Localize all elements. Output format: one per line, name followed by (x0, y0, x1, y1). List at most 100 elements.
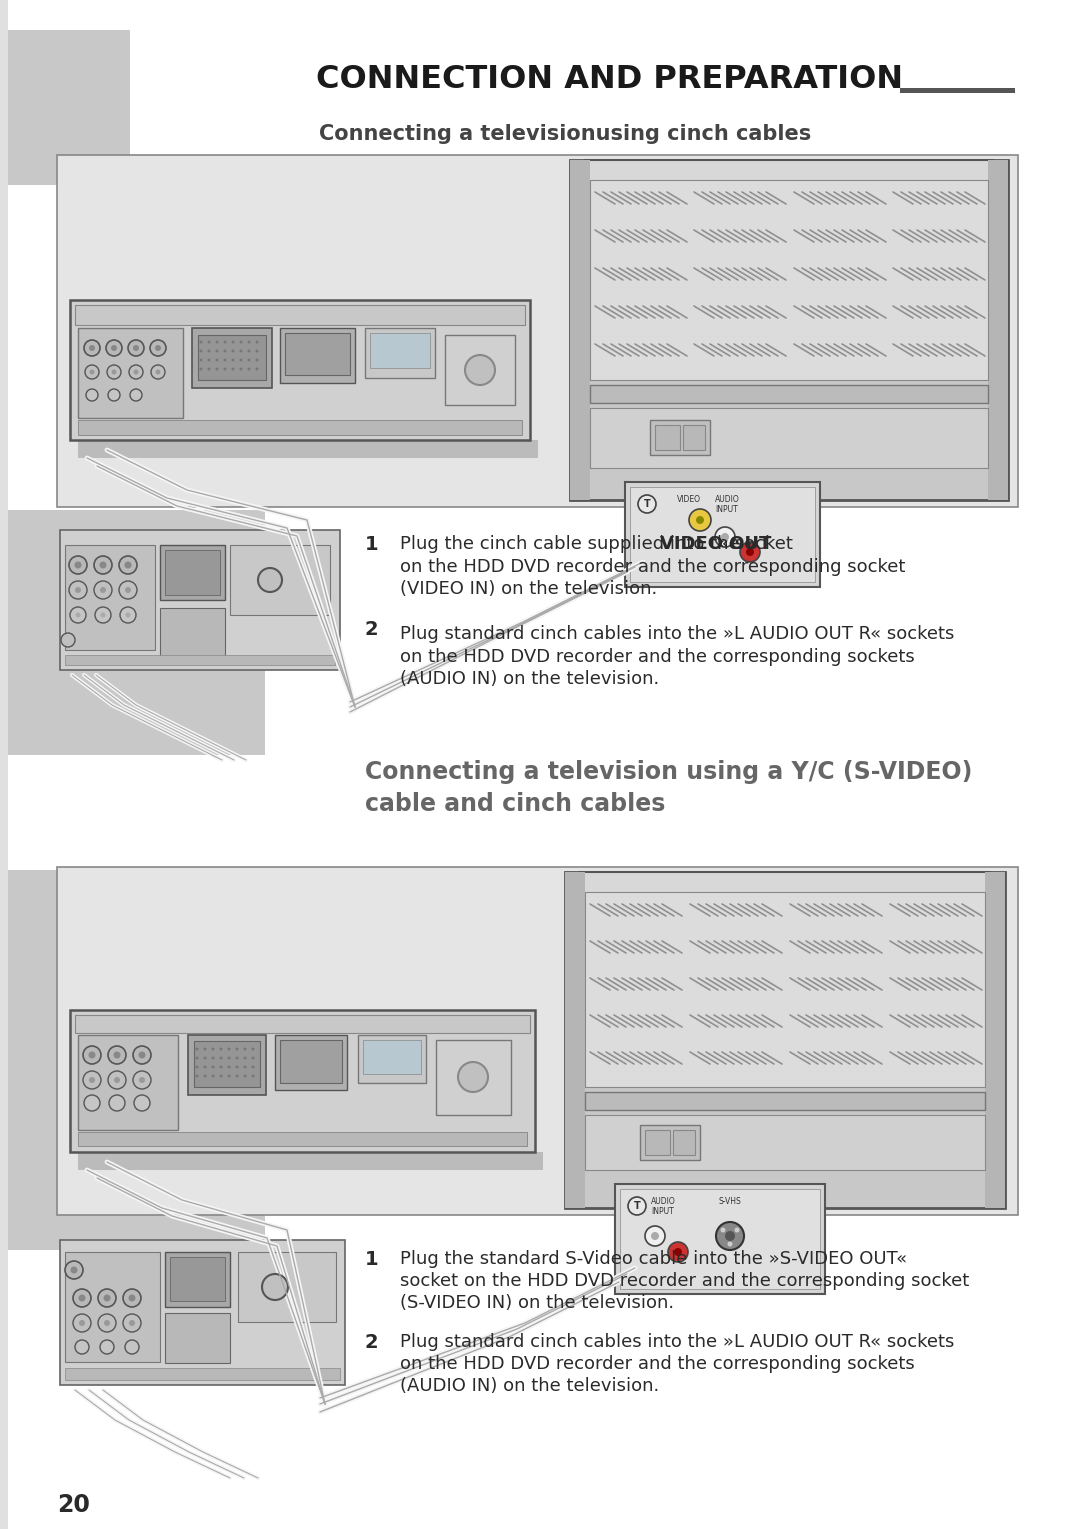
Bar (630, 488, 815, 583)
Bar (0, 31, 130, 185)
Bar (570, 161, 1008, 500)
Bar (60, 1240, 345, 1385)
Circle shape (240, 350, 243, 353)
Text: 1: 1 (365, 1251, 379, 1269)
Circle shape (256, 367, 258, 370)
Bar (0, 0, 8, 1529)
Circle shape (219, 1075, 222, 1078)
Circle shape (256, 350, 258, 353)
Circle shape (262, 1274, 288, 1300)
Text: on the HDD DVD recorder and the corresponding socket: on the HDD DVD recorder and the correspo… (400, 558, 905, 576)
Circle shape (123, 1313, 141, 1332)
Circle shape (674, 1248, 681, 1255)
Bar (620, 1190, 820, 1289)
Circle shape (256, 341, 258, 344)
Bar (198, 335, 266, 381)
Bar (78, 420, 522, 434)
Circle shape (90, 370, 95, 375)
Bar (165, 550, 220, 595)
Circle shape (228, 1057, 230, 1060)
Circle shape (228, 1047, 230, 1050)
Bar (75, 1015, 530, 1034)
Circle shape (133, 1070, 151, 1089)
Circle shape (84, 339, 100, 356)
Circle shape (627, 1197, 646, 1216)
Circle shape (740, 541, 760, 563)
Circle shape (224, 367, 227, 370)
Bar (280, 329, 355, 382)
Circle shape (195, 1075, 199, 1078)
Circle shape (99, 561, 107, 569)
Circle shape (212, 1047, 215, 1050)
Circle shape (240, 358, 243, 361)
Circle shape (247, 358, 251, 361)
Circle shape (108, 1070, 126, 1089)
Bar (75, 304, 525, 326)
Circle shape (85, 365, 99, 379)
Circle shape (252, 1057, 255, 1060)
Bar (285, 333, 350, 375)
Text: VIDEO: VIDEO (677, 495, 701, 505)
Bar (230, 544, 330, 615)
Circle shape (746, 547, 754, 557)
Bar (645, 1130, 670, 1154)
Text: Plug standard cinch cables into the »L AUDIO OUT R« sockets: Plug standard cinch cables into the »L A… (400, 625, 955, 644)
Circle shape (150, 339, 166, 356)
Circle shape (98, 1313, 116, 1332)
Text: 2: 2 (365, 1333, 379, 1352)
Circle shape (203, 1066, 206, 1069)
Bar (57, 154, 1018, 508)
Circle shape (247, 350, 251, 353)
Text: (AUDIO IN) on the television.: (AUDIO IN) on the television. (400, 1378, 659, 1394)
Bar (0, 511, 265, 755)
Circle shape (231, 367, 234, 370)
Circle shape (84, 1095, 100, 1112)
Circle shape (123, 1289, 141, 1307)
Circle shape (70, 607, 86, 622)
Text: T: T (634, 1200, 640, 1211)
Bar (585, 1115, 985, 1170)
Circle shape (228, 1066, 230, 1069)
Circle shape (212, 1075, 215, 1078)
Circle shape (247, 367, 251, 370)
Circle shape (212, 1057, 215, 1060)
Text: T: T (644, 498, 650, 509)
Circle shape (207, 367, 211, 370)
Circle shape (108, 1046, 126, 1064)
Circle shape (207, 358, 211, 361)
Circle shape (231, 341, 234, 344)
Circle shape (252, 1066, 255, 1069)
Circle shape (200, 350, 203, 353)
Circle shape (715, 528, 735, 547)
Circle shape (203, 1075, 206, 1078)
Circle shape (200, 341, 203, 344)
Text: 1: 1 (365, 535, 379, 553)
Circle shape (216, 358, 218, 361)
Circle shape (98, 1289, 116, 1307)
Text: AUDIO: AUDIO (650, 1197, 675, 1206)
Circle shape (219, 1057, 222, 1060)
Circle shape (243, 1057, 246, 1060)
Bar (275, 1035, 347, 1090)
Circle shape (94, 581, 112, 599)
Circle shape (119, 581, 137, 599)
Bar (365, 329, 435, 378)
Circle shape (100, 1339, 114, 1355)
Bar (65, 654, 335, 665)
Text: AUDIO: AUDIO (715, 495, 740, 505)
Circle shape (133, 346, 139, 352)
Circle shape (129, 339, 144, 356)
Circle shape (720, 1228, 726, 1232)
Circle shape (100, 587, 106, 593)
Circle shape (108, 388, 120, 401)
Bar (585, 1092, 985, 1110)
Circle shape (231, 358, 234, 361)
Circle shape (138, 1052, 146, 1058)
Text: INPUT: INPUT (651, 1208, 674, 1217)
Bar (65, 1252, 160, 1362)
Circle shape (134, 370, 138, 375)
Bar (160, 544, 225, 599)
Circle shape (200, 358, 203, 361)
Circle shape (256, 358, 258, 361)
Bar (165, 1252, 230, 1307)
